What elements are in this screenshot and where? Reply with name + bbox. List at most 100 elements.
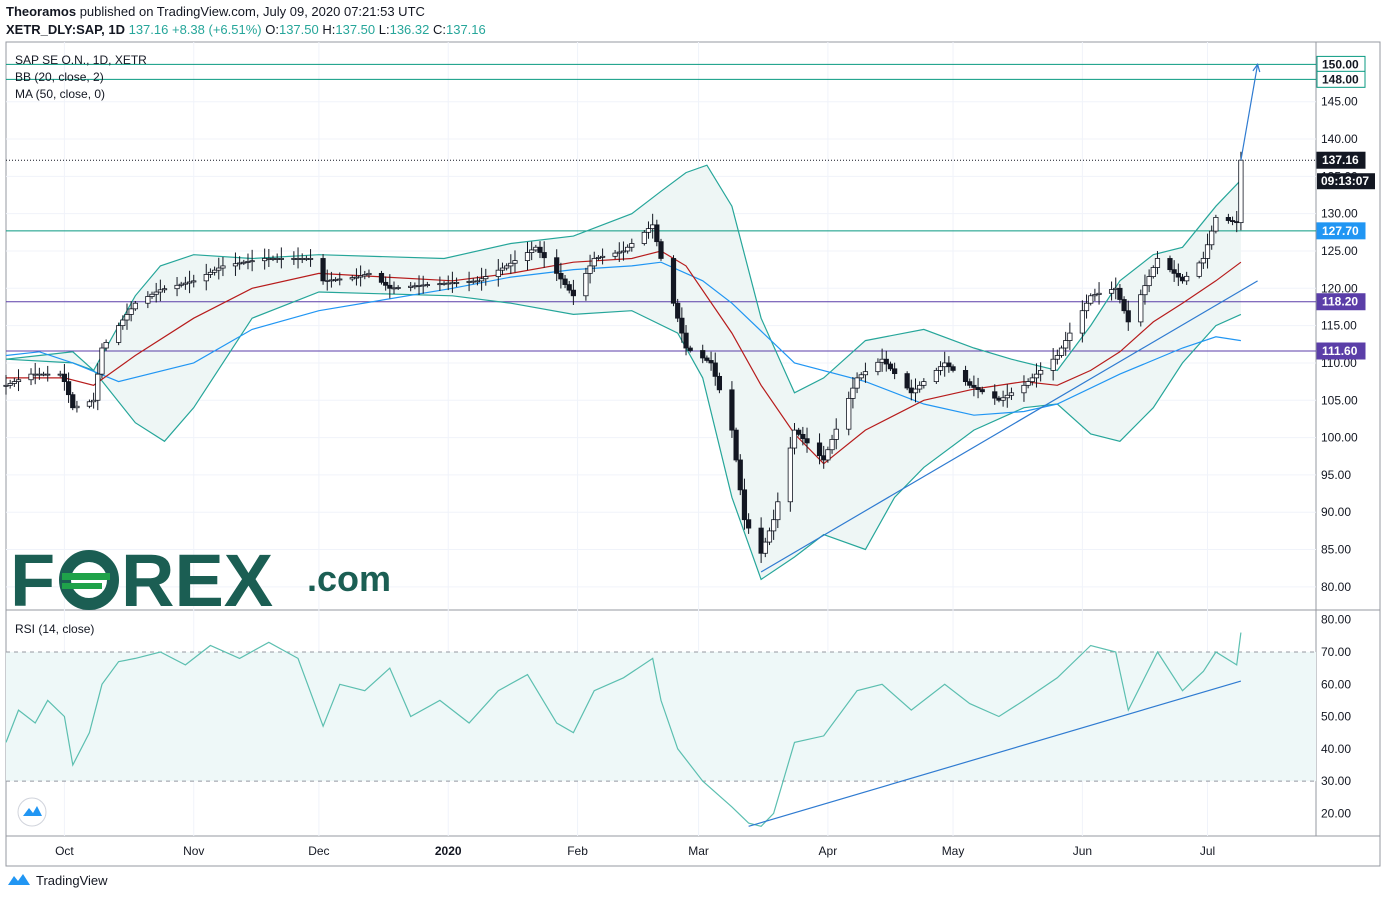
candle [1146, 269, 1152, 293]
candle [508, 254, 514, 275]
candle [1079, 300, 1085, 343]
candle-body [211, 269, 218, 273]
candle-body [675, 302, 681, 319]
candle-body [262, 258, 268, 262]
candle-body [862, 371, 869, 376]
candle [278, 247, 284, 269]
candle [11, 377, 17, 387]
candle [57, 370, 63, 378]
candle [529, 241, 535, 261]
candle-body [1196, 262, 1202, 277]
candle [207, 268, 214, 278]
candle-body [775, 501, 781, 521]
footer-brand: TradingView [36, 872, 108, 888]
candle [424, 281, 430, 288]
candle [495, 259, 501, 287]
candle [232, 252, 239, 276]
candle-body [741, 489, 748, 521]
candle-body [237, 262, 243, 265]
candle-body [1117, 287, 1123, 300]
candle-body [157, 289, 163, 293]
candle-body [320, 258, 326, 282]
candle-body [620, 250, 627, 253]
author-name[interactable]: Theoramos [6, 4, 77, 19]
candle [1029, 373, 1035, 386]
indicator-lines [5, 164, 1242, 581]
candle-body [529, 249, 535, 253]
trendlines[interactable] [760, 63, 1261, 573]
candle [387, 274, 393, 299]
ma50-line [5, 261, 1241, 416]
legend-ma: MA (50, close, 0) [15, 87, 105, 101]
candle-body [36, 373, 42, 376]
candle [103, 339, 109, 351]
candle-body [804, 438, 810, 444]
time-axis[interactable]: Oct Nov Dec 2020 Feb Mar Apr May Jun Jul [55, 844, 1215, 858]
candle [1004, 384, 1010, 408]
price-label-box [1316, 293, 1366, 311]
candle-body [879, 358, 885, 363]
candle [474, 276, 481, 286]
candle [149, 291, 155, 299]
forex-logo: F REX .com [10, 539, 391, 622]
candle [858, 372, 864, 381]
candle [74, 400, 80, 413]
time-tick-label: 2020 [435, 844, 462, 858]
candle [800, 426, 806, 446]
candle [1213, 214, 1219, 234]
candle [816, 433, 823, 465]
time-tick-label: Mar [688, 844, 709, 858]
candle [479, 267, 485, 291]
candle-body [962, 370, 969, 383]
candle-body [479, 278, 485, 282]
candle [524, 241, 531, 271]
candle-body [975, 387, 981, 391]
candle-body [787, 447, 793, 503]
candle-body [416, 285, 422, 287]
candle-body [99, 347, 105, 375]
candle-body [358, 275, 364, 278]
high-label: H: [322, 22, 336, 37]
candle-body [1184, 275, 1190, 282]
candle [499, 262, 506, 276]
logo-euro-o [59, 550, 119, 610]
candle-body [758, 527, 764, 554]
horizontal-levels[interactable] [6, 63, 1316, 352]
candle-body [833, 428, 839, 440]
price-tick-label: 125.00 [1321, 244, 1358, 258]
candle-body [161, 288, 168, 291]
candle-body [32, 373, 38, 376]
low-label: L: [378, 22, 390, 37]
candle-body [1121, 299, 1127, 312]
candle-body [395, 287, 401, 289]
candle-body [942, 362, 948, 368]
candle-body [892, 368, 898, 375]
candle-body [583, 272, 589, 297]
price-tick-label: 115.00 [1321, 319, 1357, 333]
candle-body [391, 287, 397, 290]
candle-body [917, 384, 923, 390]
candle-body [203, 274, 209, 282]
candle [679, 307, 685, 343]
candle-body [191, 280, 197, 283]
candle [654, 219, 660, 247]
candle [629, 238, 635, 252]
candle [933, 367, 939, 384]
candle-body [629, 243, 635, 248]
candle [875, 358, 881, 376]
candle [1067, 322, 1073, 350]
price-axis[interactable]: 80.0085.0090.0095.00100.00105.00110.0011… [1316, 55, 1375, 820]
legend-rsi: RSI (14, close) [15, 622, 94, 636]
footer[interactable]: TradingView [6, 872, 108, 888]
candle-body [887, 363, 894, 370]
rsi-pane [5, 632, 1316, 827]
tradingview-icon[interactable] [17, 797, 47, 827]
candle-body [483, 276, 489, 280]
candle-body [533, 246, 539, 251]
candle-body [495, 269, 501, 277]
candle [128, 301, 134, 322]
candle-body [979, 389, 985, 393]
candle-body [679, 317, 685, 334]
candle [1184, 271, 1190, 285]
